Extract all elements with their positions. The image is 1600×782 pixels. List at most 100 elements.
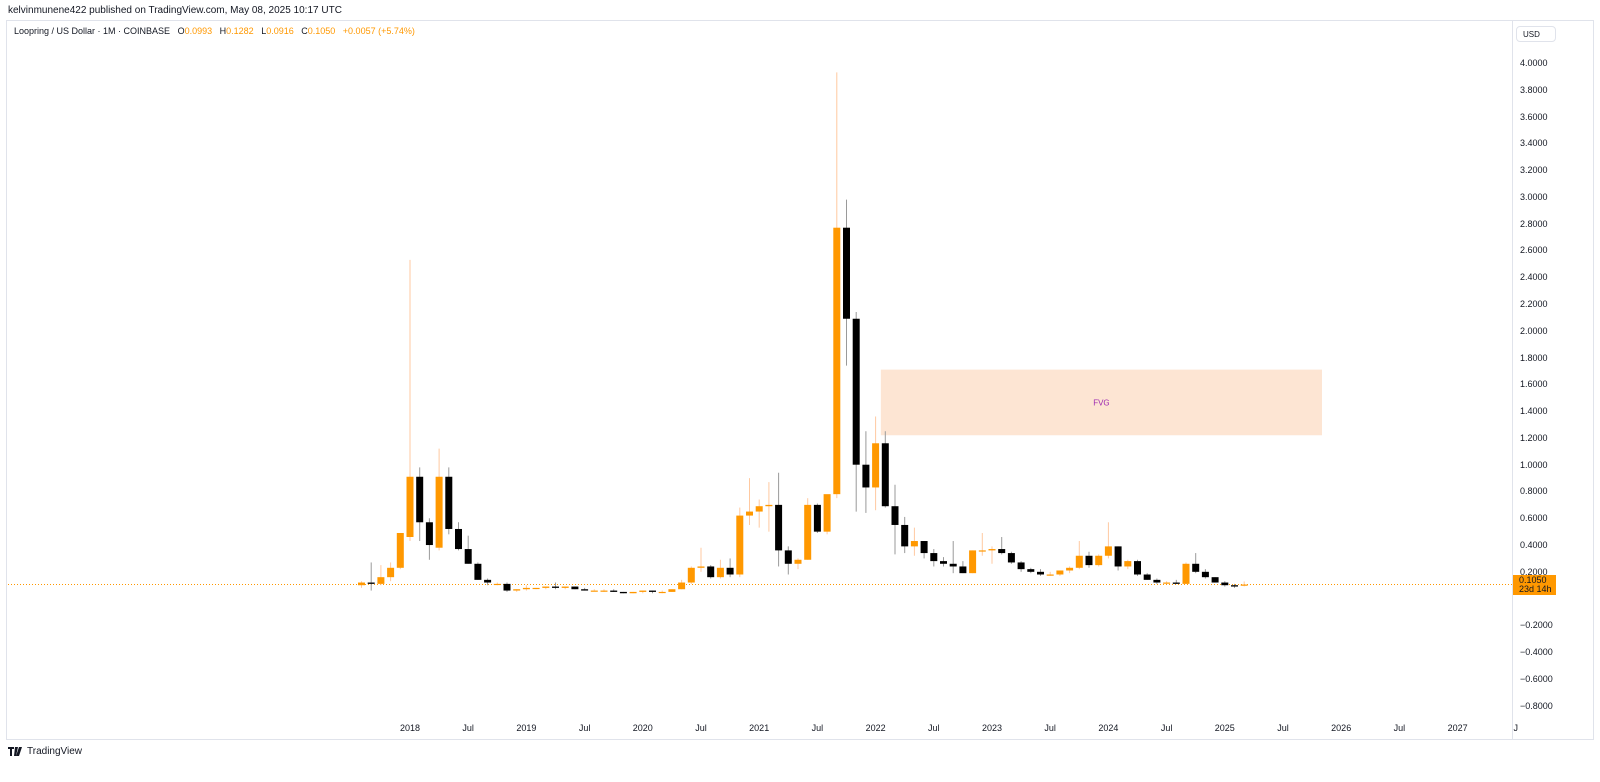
candle[interactable]: [658, 590, 666, 594]
candle[interactable]: [784, 546, 792, 575]
candle[interactable]: [823, 494, 831, 535]
candle[interactable]: [1095, 554, 1103, 567]
candle[interactable]: [687, 566, 695, 584]
candle[interactable]: [493, 582, 501, 586]
candle[interactable]: [1182, 562, 1190, 584]
candle[interactable]: [794, 558, 802, 570]
candle[interactable]: [930, 549, 938, 567]
candle[interactable]: [629, 591, 637, 594]
candle[interactable]: [1221, 581, 1229, 587]
candle[interactable]: [532, 587, 540, 590]
candle[interactable]: [464, 535, 472, 564]
candle[interactable]: [920, 541, 928, 559]
candle[interactable]: [610, 589, 618, 592]
candle[interactable]: [736, 507, 744, 578]
currency-button[interactable]: USD: [1516, 26, 1556, 42]
candle[interactable]: [852, 312, 860, 512]
candle[interactable]: [552, 582, 559, 590]
candle[interactable]: [455, 522, 462, 551]
candle[interactable]: [435, 448, 443, 551]
candle[interactable]: [949, 541, 957, 574]
candle[interactable]: [1211, 577, 1219, 583]
candle[interactable]: [988, 546, 996, 564]
candle[interactable]: [1231, 583, 1238, 588]
candle[interactable]: [1143, 573, 1151, 580]
candle[interactable]: [387, 562, 395, 582]
candle[interactable]: [668, 589, 676, 592]
candle[interactable]: [513, 589, 521, 592]
candle[interactable]: [425, 518, 433, 560]
candle[interactable]: [1114, 546, 1122, 571]
candle[interactable]: [1007, 551, 1015, 564]
candle[interactable]: [358, 581, 365, 588]
candle[interactable]: [746, 478, 753, 525]
candle[interactable]: [1153, 578, 1161, 584]
candle[interactable]: [561, 586, 569, 590]
candle[interactable]: [619, 591, 627, 594]
candle[interactable]: [881, 431, 889, 508]
candle[interactable]: [571, 586, 579, 590]
candle[interactable]: [406, 259, 414, 542]
candle[interactable]: [765, 482, 773, 532]
candle[interactable]: [872, 416, 880, 511]
candle[interactable]: [1104, 522, 1112, 559]
candle[interactable]: [678, 579, 686, 590]
candle[interactable]: [590, 589, 598, 592]
candle[interactable]: [474, 562, 482, 580]
candle[interactable]: [910, 527, 918, 556]
candle[interactable]: [978, 532, 986, 556]
candle[interactable]: [416, 467, 424, 542]
candle[interactable]: [1163, 581, 1171, 584]
candle[interactable]: [1240, 581, 1248, 587]
candle[interactable]: [707, 565, 715, 579]
candle[interactable]: [639, 590, 647, 594]
candle[interactable]: [755, 499, 763, 528]
candle[interactable]: [1056, 570, 1064, 576]
candle[interactable]: [522, 585, 530, 591]
candle[interactable]: [775, 472, 783, 567]
candle[interactable]: [367, 562, 375, 591]
candle[interactable]: [1192, 553, 1200, 574]
candle[interactable]: [716, 559, 724, 579]
candle[interactable]: [1134, 559, 1141, 576]
candle[interactable]: [649, 590, 656, 594]
candle[interactable]: [1172, 579, 1180, 584]
candle[interactable]: [1201, 569, 1209, 579]
candle[interactable]: [833, 72, 841, 499]
candle[interactable]: [1085, 551, 1093, 568]
candle[interactable]: [1124, 559, 1132, 570]
candle[interactable]: [1017, 561, 1025, 572]
candle[interactable]: [396, 532, 404, 570]
candle[interactable]: [503, 582, 511, 592]
chart-frame[interactable]: [6, 20, 1594, 740]
candle[interactable]: [484, 578, 492, 586]
candle[interactable]: [697, 547, 705, 572]
candle[interactable]: [804, 498, 812, 560]
candle[interactable]: [1046, 571, 1054, 576]
candle[interactable]: [1075, 541, 1083, 570]
candle[interactable]: [600, 589, 608, 592]
candle[interactable]: [445, 467, 453, 535]
candle[interactable]: [542, 586, 550, 590]
candle[interactable]: [891, 484, 899, 555]
candle[interactable]: [726, 558, 734, 578]
candle[interactable]: [901, 516, 909, 554]
candle[interactable]: [940, 557, 947, 567]
fvg-zone[interactable]: [880, 369, 1322, 436]
price-axis-border: [1512, 20, 1513, 740]
candle[interactable]: [959, 561, 967, 574]
candle[interactable]: [862, 431, 870, 513]
tradingview-branding[interactable]: TradingView: [8, 746, 82, 757]
price-axis-tick: 0.6000: [1520, 513, 1548, 524]
candle[interactable]: [1066, 566, 1074, 574]
candle[interactable]: [843, 199, 850, 366]
candle[interactable]: [581, 587, 589, 591]
candle[interactable]: [1037, 569, 1044, 576]
candle[interactable]: [377, 565, 385, 586]
candle[interactable]: [813, 503, 821, 533]
candle[interactable]: [1027, 567, 1035, 574]
candle[interactable]: [969, 550, 977, 574]
time-axis-tick: Jul: [462, 723, 474, 733]
candle[interactable]: [998, 537, 1006, 555]
